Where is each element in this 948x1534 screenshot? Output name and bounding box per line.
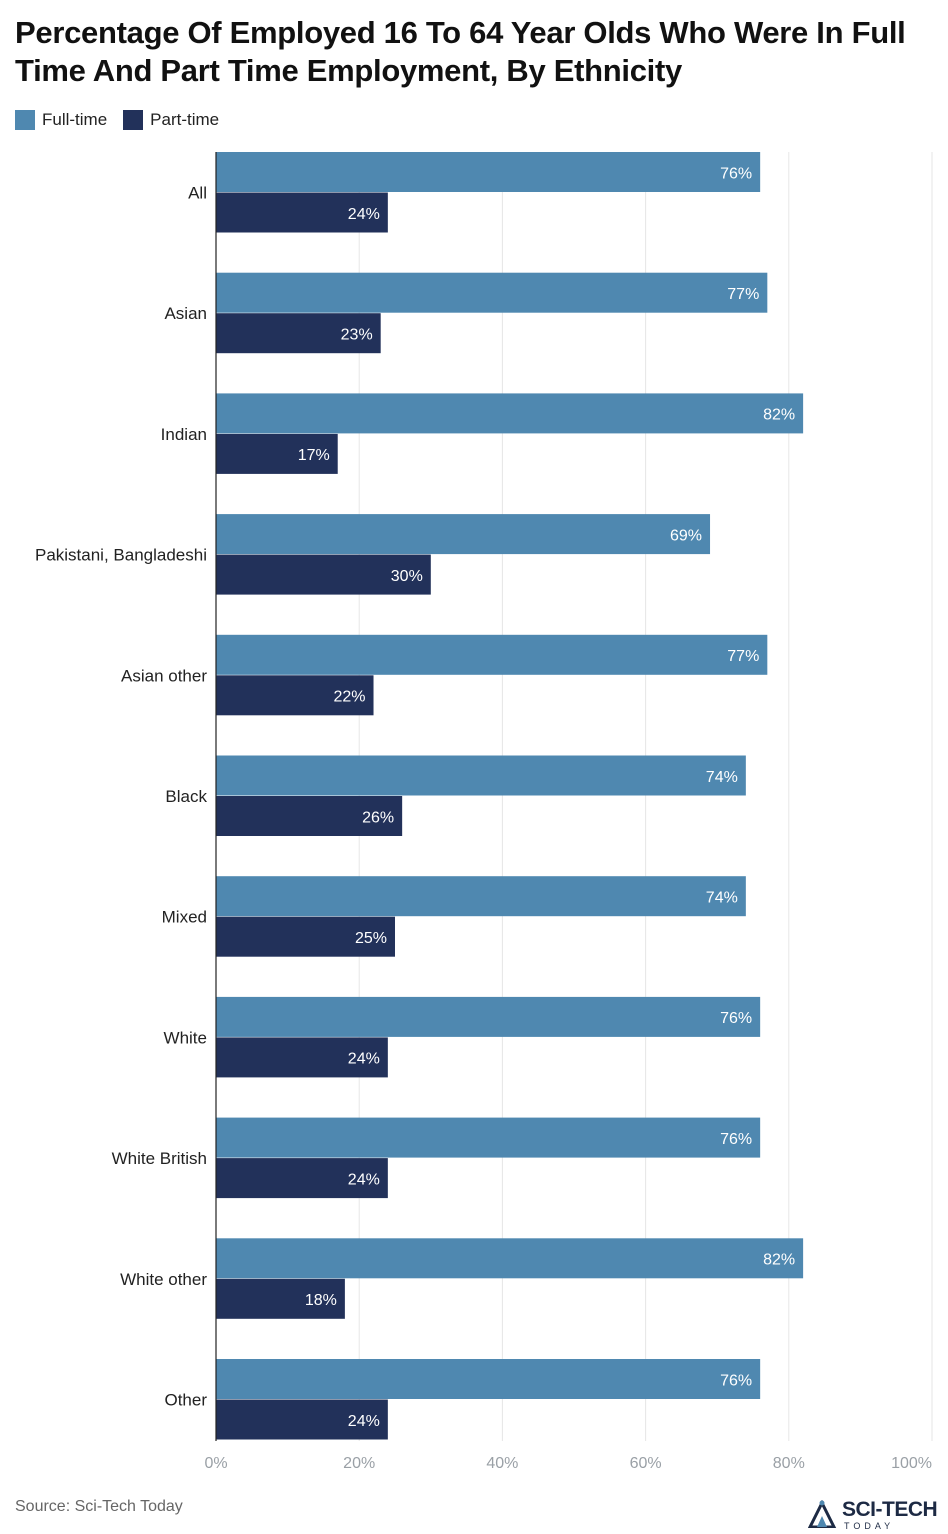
data-label-full-time: 69% [670,527,702,544]
data-label-full-time: 76% [720,1131,752,1148]
bar-full-time [216,996,761,1037]
data-label-full-time: 76% [720,165,752,182]
category-label: Asian other [121,666,207,685]
bar-full-time [216,755,746,796]
data-label-full-time: 82% [763,1252,795,1269]
x-tick-label: 80% [773,1455,805,1472]
data-label-full-time: 77% [727,286,759,303]
legend-label-full-time: Full-time [42,110,108,129]
x-tick-label: 40% [486,1455,518,1472]
x-tick-label: 60% [630,1455,662,1472]
category-label: White British [112,1149,207,1168]
bar-full-time [216,393,804,434]
bar-full-time [216,1359,761,1399]
data-label-part-time: 24% [348,1171,380,1188]
bar-part-time [216,433,338,474]
bar-full-time [216,876,746,917]
data-label-part-time: 22% [333,689,365,706]
x-tick-label: 20% [343,1455,375,1472]
bar-full-time [216,272,768,313]
logo-text: SCI-TECH [842,1498,938,1521]
data-label-full-time: 82% [763,407,795,424]
data-label-part-time: 25% [355,930,387,947]
category-labels: All Asian Indian Pakistani, Bangladeshi Asia… [35,184,208,1410]
bar-full-time [216,1117,761,1158]
bar-part-time [216,1158,388,1199]
data-label-part-time: 24% [348,1051,380,1068]
logo-subtext: TODAY [844,1521,895,1531]
bars [216,152,804,1440]
legend-label-part-time: Part-time [150,110,220,129]
data-label-part-time: 24% [348,1413,380,1430]
bar-part-time [216,192,388,233]
data-label-full-time: 74% [706,769,738,786]
data-label-full-time: 77% [727,648,759,665]
category-label: White other [120,1270,207,1289]
bar-full-time [216,152,761,192]
bar-full-time [216,634,768,675]
data-label-part-time: 23% [341,326,373,343]
bar-part-time [216,1399,388,1440]
sci-tech-today-logo: SCI-TECH TODAY [808,1496,944,1532]
x-tick-labels: 0% 20% 40% 60% 80% 100% [204,1455,932,1472]
bar-part-time [216,916,395,957]
category-label: Mixed [162,908,207,927]
data-label-part-time: 24% [348,206,380,223]
data-label-full-time: 74% [706,889,738,906]
bar-part-time [216,796,403,836]
category-label: All [188,184,207,203]
legend-swatch-part-time [123,110,144,130]
chart-title: Percentage Of Employed 16 To 64 Year Old… [15,15,906,88]
x-tick-label: 100% [891,1455,932,1472]
category-label: Other [164,1391,207,1410]
bar-part-time [216,675,374,716]
legend-item-full-time: Full-time [15,110,107,130]
bar-part-time [216,1037,388,1078]
data-labels: 76% 24% 77% 23% 82% 17% 69% 30% 77% 22% 74% 26% 74% 2… [298,165,795,1430]
data-label-part-time: 18% [305,1292,337,1309]
data-label-part-time: 17% [298,447,330,464]
category-label: Indian [161,425,207,444]
category-label: White [164,1028,207,1047]
data-label-part-time: 26% [362,809,394,826]
data-label-part-time: 30% [391,568,423,585]
data-label-full-time: 76% [720,1010,752,1027]
legend-item-part-time: Part-time [123,110,219,130]
category-label: Black [165,787,207,806]
data-label-full-time: 76% [720,1372,752,1389]
x-tick-label: 0% [204,1455,227,1472]
bar-full-time [216,1238,804,1279]
bar-part-time [216,554,431,595]
logo-mark-icon [808,1500,837,1528]
bar-full-time [216,514,711,555]
category-label: Pakistani, Bangladeshi [35,546,207,565]
bar-part-time [216,313,381,354]
legend-swatch-full-time [15,110,35,130]
bar-part-time [216,1278,345,1319]
source-note: Source: Sci-Tech Today [15,1498,183,1515]
category-label: Asian [164,304,207,323]
chart-legend: Full-time Part-time [15,108,235,132]
